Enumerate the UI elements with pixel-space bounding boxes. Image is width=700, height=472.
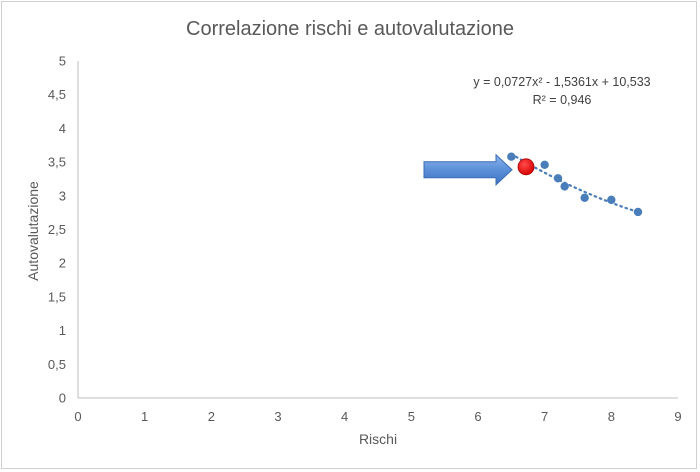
y-tick-label: 0 bbox=[59, 391, 66, 406]
y-tick-label: 3,5 bbox=[48, 155, 66, 170]
y-tick-label: 2 bbox=[59, 256, 66, 271]
data-point bbox=[580, 193, 589, 203]
x-tick-label: 7 bbox=[541, 409, 548, 424]
y-tick-label: 4,5 bbox=[48, 87, 66, 102]
y-tick-label: 3 bbox=[59, 188, 66, 203]
x-tick-label: 3 bbox=[274, 409, 281, 424]
y-axis-label: Autovalutazione bbox=[25, 181, 41, 281]
x-tick-label: 1 bbox=[141, 409, 148, 424]
y-tick-label: 1 bbox=[59, 323, 66, 338]
y-tick-label: 1,5 bbox=[48, 289, 66, 304]
data-point bbox=[507, 152, 516, 161]
y-tick-label: 2,5 bbox=[48, 222, 66, 237]
data-point bbox=[607, 195, 616, 205]
data-point bbox=[553, 174, 563, 183]
data-points bbox=[507, 152, 643, 217]
x-tick-label: 0 bbox=[74, 409, 81, 424]
chart-title: Correlazione rischi e autovalutazione bbox=[186, 18, 514, 40]
x-tick-label: 9 bbox=[674, 409, 681, 424]
r-squared-label: R² = 0,946 bbox=[533, 93, 592, 107]
data-point bbox=[540, 160, 549, 169]
x-tick-label: 4 bbox=[341, 409, 348, 424]
x-tick-label: 8 bbox=[608, 409, 615, 424]
x-axis-label: Rischi bbox=[359, 431, 397, 447]
highlight-point bbox=[517, 158, 535, 176]
arrow-shape bbox=[423, 153, 513, 186]
y-tick-label: 4 bbox=[59, 121, 66, 136]
y-tick-label: 5 bbox=[59, 54, 66, 69]
trendline-equation: y = 0,0727x² - 1,5361x + 10,533 bbox=[473, 75, 650, 89]
y-axis-ticks: 0 0,5 1 1,5 2 2,5 3 3,5 4 4,5 5 bbox=[48, 54, 66, 406]
y-tick-label: 0,5 bbox=[48, 357, 66, 372]
data-point bbox=[633, 207, 643, 217]
x-tick-label: 5 bbox=[408, 409, 415, 424]
x-tick-label: 2 bbox=[208, 409, 215, 424]
x-tick-label: 6 bbox=[474, 409, 481, 424]
data-point bbox=[560, 182, 569, 191]
x-axis-ticks: 0 1 2 3 4 5 6 7 8 9 bbox=[74, 409, 681, 424]
